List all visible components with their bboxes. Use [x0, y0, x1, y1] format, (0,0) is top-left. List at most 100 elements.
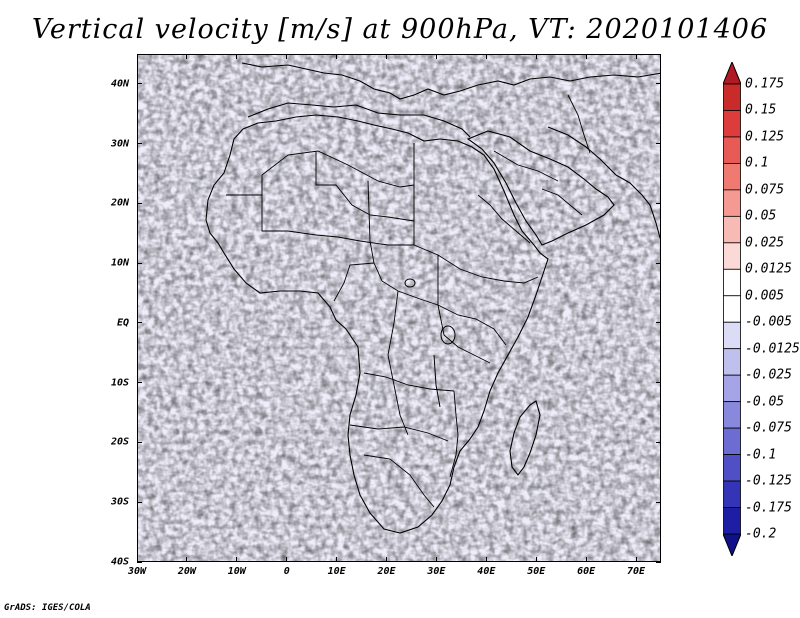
lon-tick	[535, 54, 537, 59]
europe-coastline	[241, 62, 660, 100]
lon-tick	[136, 557, 138, 562]
colorbar-box	[723, 454, 741, 482]
colorbar-top-arrow	[723, 62, 741, 85]
colorbar-box	[723, 242, 741, 270]
lat-tick	[656, 202, 661, 204]
colorbar-level-label: 0.075	[745, 182, 785, 198]
lat-tick-label: EQ	[116, 317, 129, 329]
colorbar-box	[723, 268, 741, 297]
lat-tick	[656, 262, 661, 264]
lat-tick-label: 30S	[110, 496, 129, 508]
lon-tick-label: 20W	[177, 566, 196, 577]
colorbar-box	[723, 295, 741, 323]
colorbar-level-label: 0.15	[745, 102, 777, 118]
colorbar-level-label: -0.175	[745, 500, 792, 516]
lon-tick-label: 40E	[477, 566, 496, 577]
lon-tick	[186, 557, 188, 562]
coastlines	[205, 62, 660, 534]
lat-tick	[137, 322, 142, 324]
colorbar-box	[723, 480, 741, 508]
colorbar-box	[723, 215, 741, 244]
lon-tick-label: 30E	[427, 566, 446, 577]
lon-tick-label: 60E	[577, 566, 596, 577]
colorbar-level-label: -0.2	[745, 526, 777, 542]
india-coastline	[615, 174, 660, 240]
lat-tick	[656, 322, 661, 324]
colorbar-box	[723, 321, 741, 350]
lat-tick-label: 40N	[110, 78, 129, 90]
lon-tick	[485, 557, 487, 562]
lon-tick	[535, 557, 537, 562]
lon-tick	[435, 557, 437, 562]
lon-tick	[485, 54, 487, 59]
lon-tick	[435, 54, 437, 59]
colorbar-box	[723, 110, 741, 138]
colorbar-box	[723, 163, 741, 191]
lat-tick	[137, 441, 142, 443]
lon-tick	[286, 54, 288, 59]
lon-tick-label: 50E	[527, 566, 546, 577]
lon-tick	[635, 557, 637, 562]
madagascar-coastline	[509, 400, 541, 476]
colorbar-box	[723, 348, 741, 376]
colorbar-level-label: -0.125	[745, 473, 792, 489]
lon-tick-label: 10W	[227, 566, 246, 577]
colorbar-level-label: 0.025	[745, 235, 785, 251]
lon-tick	[635, 54, 637, 59]
colorbar-level-label: 0.125	[745, 129, 785, 145]
colorbar-level-label: 0.175	[745, 76, 785, 92]
lon-tick-label: 10E	[327, 566, 346, 577]
lat-tick	[656, 83, 661, 85]
gulf-coastline	[547, 126, 617, 176]
lat-tick	[137, 561, 142, 563]
colorbar-box	[723, 136, 741, 164]
colorbar-level-label: -0.075	[745, 420, 792, 436]
lat-tick-label: 10N	[110, 257, 129, 269]
colorbar-level-label: -0.025	[745, 367, 792, 383]
colorbar-level-label: 0.005	[745, 288, 785, 304]
lon-tick	[585, 557, 587, 562]
colorbar-level-label: 0.05	[745, 208, 777, 224]
software-credit: GrADS: IGES/COLA	[4, 603, 91, 613]
colorbar-box	[723, 374, 741, 403]
lat-tick	[656, 501, 661, 503]
lat-tick-label: 30N	[110, 138, 129, 150]
lon-tick	[236, 557, 238, 562]
lakes	[404, 278, 456, 408]
colorbar-box	[723, 189, 741, 217]
colorbar-box	[723, 507, 741, 535]
lat-tick	[137, 202, 142, 204]
lat-tick-label: 20S	[110, 436, 129, 448]
lat-tick	[137, 83, 142, 85]
colorbar-box	[723, 401, 741, 429]
lon-tick	[186, 54, 188, 59]
colorbar-box	[723, 83, 741, 111]
lon-tick-label: 20E	[377, 566, 396, 577]
lon-tick	[585, 54, 587, 59]
colorbar-level-label: -0.05	[745, 394, 785, 410]
chart-title: Vertical velocity [m/s] at 900hPa, VT: 2…	[31, 14, 769, 45]
lat-tick	[137, 143, 142, 145]
lon-tick	[336, 557, 338, 562]
mediterranean-south	[247, 102, 471, 138]
lat-tick	[656, 382, 661, 384]
lat-tick-label: 20N	[110, 197, 129, 209]
lon-tick	[286, 557, 288, 562]
colorbar-level-label: -0.005	[745, 314, 792, 330]
lat-tick	[137, 382, 142, 384]
lat-tick-label: 10S	[110, 377, 129, 389]
lat-tick	[656, 561, 661, 563]
colorbar-bottom-arrow	[723, 533, 741, 556]
red-field	[138, 55, 660, 561]
lat-tick	[137, 501, 142, 503]
colorbar-level-label: -0.0125	[745, 341, 800, 357]
lon-tick	[136, 54, 138, 59]
africa-coastline	[205, 114, 549, 534]
colorbar-box	[723, 427, 741, 455]
colorbar	[723, 62, 741, 556]
map-panel	[137, 54, 661, 562]
colorbar-level-label: 0.0125	[745, 261, 792, 277]
colorbar-level-label: 0.1	[745, 155, 769, 171]
colorbar-level-label: -0.1	[745, 447, 777, 463]
arabia-coastline	[466, 130, 615, 246]
